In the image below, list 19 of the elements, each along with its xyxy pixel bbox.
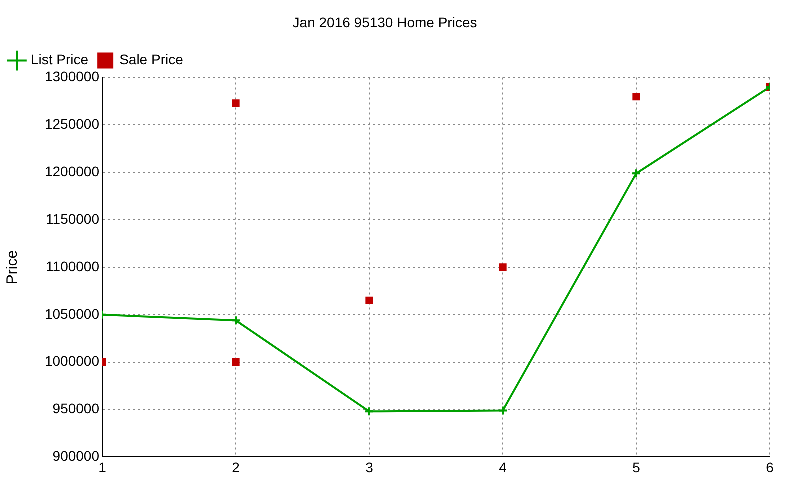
y-axis-title: Price: [4, 250, 22, 285]
y-tick-label: 1200000: [44, 164, 100, 180]
y-tick-label: 1000000: [44, 353, 100, 370]
x-tick-label: 2: [232, 459, 240, 476]
y-tick-label: 1300000: [44, 68, 100, 85]
y-tick-label: 1100000: [46, 258, 100, 274]
legend-label: List Price: [31, 52, 89, 68]
y-tick-label: 1150000: [46, 210, 100, 227]
y-tick-label: 1050000: [44, 306, 100, 322]
x-tick-label: 3: [366, 459, 374, 476]
chart-title: Jan 2016 95130 Home Prices: [292, 14, 478, 30]
legend-label: Sale Price: [120, 52, 184, 68]
x-tick-label: 1: [98, 459, 107, 476]
y-tick-label: 950000: [52, 400, 100, 417]
x-tick-label: 6: [766, 459, 774, 476]
x-tick-label: 4: [499, 459, 508, 476]
y-tick-label: 1250000: [44, 116, 100, 132]
y-tick-label: 900000: [52, 448, 100, 464]
x-tick-label: 5: [632, 459, 641, 476]
